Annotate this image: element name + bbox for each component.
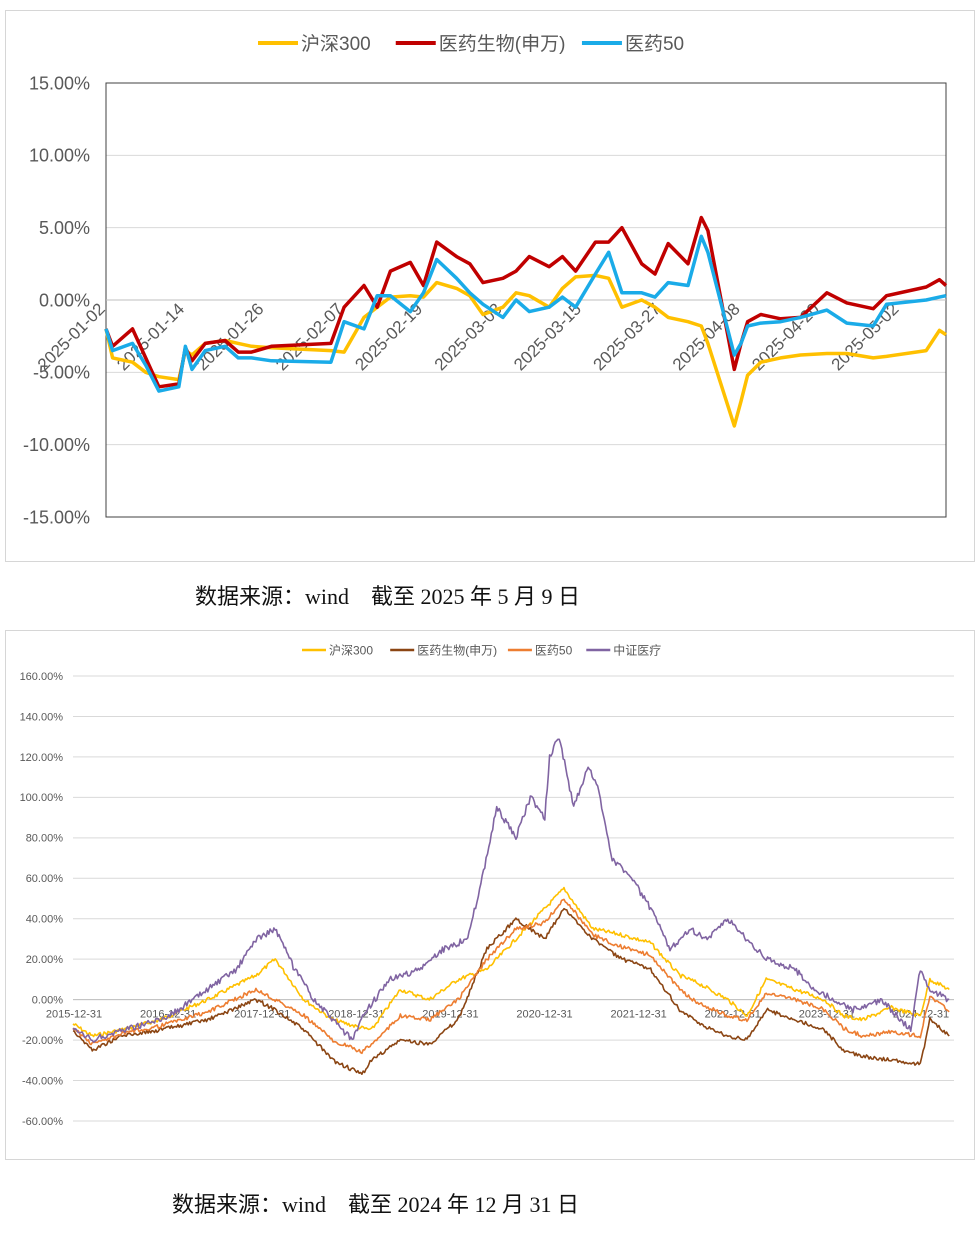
x-tick-label: 2021-12-31 — [611, 1009, 667, 1021]
chart-1-source-caption: 数据来源：wind 截至 2025 年 5 月 9 日 — [195, 584, 581, 609]
series-line — [104, 234, 947, 393]
legend-label: 医药生物(申万) — [439, 33, 566, 55]
y-tick-label: 80.00% — [26, 833, 64, 845]
y-tick-label: 0.00% — [32, 994, 63, 1006]
y-tick-label: -40.00% — [22, 1075, 63, 1087]
legend-label: 中证医疗 — [613, 642, 661, 657]
y-tick-label: -60.00% — [22, 1116, 63, 1128]
y-tick-label: 10.00% — [29, 146, 90, 166]
y-tick-label: -10.00% — [23, 435, 90, 455]
x-tick-label: 2025-03-27 — [589, 299, 664, 374]
chart-2: 160.00% 140.00% 120.00% 100.00% 80.00% 60.00%… — [20, 642, 954, 1128]
series-line — [72, 738, 950, 1043]
y-tick-label: 140.00% — [20, 711, 64, 723]
y-tick-label: 160.00% — [20, 671, 64, 683]
series-line — [72, 898, 950, 1055]
series-line — [72, 907, 950, 1075]
x-tick-label: 2025-01-26 — [193, 299, 268, 374]
series-line — [104, 215, 948, 389]
x-tick-label: 2015-12-31 — [46, 1009, 102, 1021]
legend-label: 沪深300 — [329, 643, 373, 657]
chart-panel-1: 15.00% 10.00% 5.00% 0.00% -5.00% -10.00% -15.0… — [5, 10, 975, 562]
legend-label: 医药50 — [535, 643, 573, 657]
y-tick-label: 0.00% — [39, 290, 90, 310]
y-tick-label: 120.00% — [20, 752, 64, 764]
y-tick-label: -5.00% — [33, 363, 90, 383]
y-tick-label: 60.00% — [26, 873, 64, 885]
y-tick-label: 20.00% — [26, 954, 64, 966]
y-tick-label: -20.00% — [22, 1035, 63, 1047]
x-tick-label: 2023-12-31 — [799, 1009, 855, 1021]
chart-panel-2: 160.00% 140.00% 120.00% 100.00% 80.00% 60.00%… — [5, 630, 975, 1160]
y-tick-label: 15.00% — [29, 73, 90, 93]
x-tick-label: 2018-12-31 — [328, 1009, 384, 1021]
chart-1: 15.00% 10.00% 5.00% 0.00% -5.00% -10.00% -15.0… — [23, 33, 948, 527]
series-line — [72, 886, 950, 1038]
legend-label: 医药50 — [625, 33, 684, 55]
legend-label: 沪深300 — [301, 33, 371, 55]
x-tick-label: 2025-05-02 — [828, 299, 903, 374]
x-tick-label: 2025-02-19 — [351, 299, 426, 374]
y-tick-label: -15.00% — [23, 507, 90, 527]
legend-label: 医药生物(申万) — [417, 643, 497, 657]
y-tick-label: 100.00% — [20, 792, 64, 804]
y-tick-label: 40.00% — [26, 914, 64, 926]
x-tick-label: 2020-12-31 — [516, 1009, 572, 1021]
x-tick-label: 2025-03-15 — [510, 299, 585, 374]
x-tick-label: 2019-12-31 — [422, 1009, 478, 1021]
y-tick-label: 5.00% — [39, 218, 90, 238]
chart-2-source-caption: 数据来源：wind 截至 2024 年 12 月 31 日 — [172, 1192, 580, 1217]
